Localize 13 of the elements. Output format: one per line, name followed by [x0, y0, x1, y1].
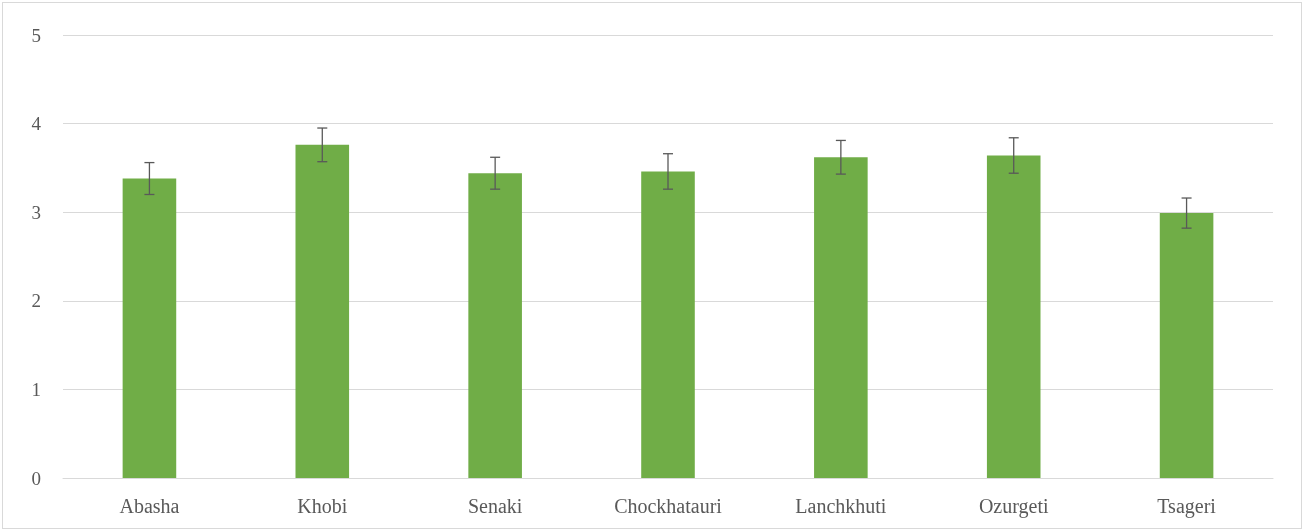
y-tick-label: 3	[31, 201, 41, 223]
y-tick-label: 5	[31, 24, 41, 46]
x-tick-label: Lanchkhuti	[795, 495, 887, 517]
x-tick-label: Tsageri	[1157, 495, 1217, 518]
x-tick-label: Chockhatauri	[614, 495, 723, 517]
x-tick-label: Khobi	[297, 495, 348, 517]
y-tick-label: 1	[31, 378, 41, 400]
y-tick-label: 0	[31, 467, 41, 489]
y-tick-label: 4	[31, 113, 42, 135]
y-tick-label: 2	[31, 290, 41, 312]
x-tick-label: Senaki	[467, 495, 523, 517]
x-tick-label: Abasha	[119, 495, 180, 517]
x-tick-label: Ozurgeti	[978, 495, 1049, 518]
